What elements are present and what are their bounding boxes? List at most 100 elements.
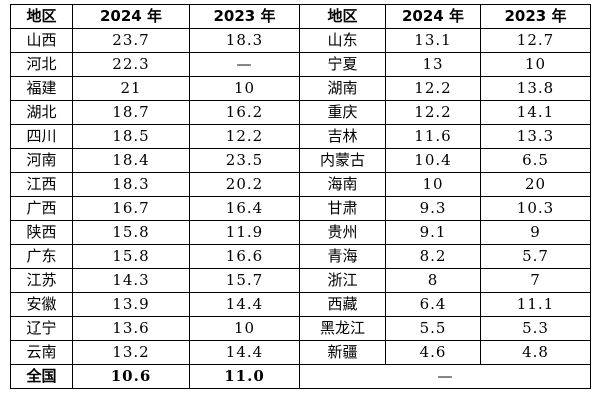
table-row: 江西 18.3 20.2 海南 10 20 xyxy=(10,172,591,197)
value-2023-cell: 12.2 xyxy=(189,124,300,149)
value-2024-cell: 9.1 xyxy=(385,220,481,245)
value-2023-cell: — xyxy=(189,52,300,77)
header-2023-right: 2023 年 xyxy=(480,4,591,29)
value-2024-cell: 13.2 xyxy=(72,340,190,365)
region-cell: 山西 xyxy=(10,28,73,53)
table-row: 湖北 18.7 16.2 重庆 12.2 14.1 xyxy=(10,100,591,125)
region-cell: 河北 xyxy=(10,52,73,77)
value-2024-cell: 13.1 xyxy=(385,28,481,53)
value-2023-cell: 10 xyxy=(189,316,300,341)
table-row: 山西 23.7 18.3 山东 13.1 12.7 xyxy=(10,28,591,53)
header-region-left: 地区 xyxy=(10,4,73,29)
data-table-container: 地区 2024 年 2023 年 地区 2024 年 2023 年 山西 23.… xyxy=(10,4,591,389)
value-2024-cell: 9.3 xyxy=(385,196,481,221)
value-2023-cell: 13.8 xyxy=(480,76,591,101)
value-2024-cell: 14.3 xyxy=(72,268,190,293)
value-2023-cell: 14.1 xyxy=(480,100,591,125)
region-cell: 辽宁 xyxy=(10,316,73,341)
value-2024-cell: 18.5 xyxy=(72,124,190,149)
value-2023-cell: 16.4 xyxy=(189,196,300,221)
value-2024-cell: 12.2 xyxy=(385,100,481,125)
header-2024-left: 2024 年 xyxy=(72,4,190,29)
value-2024-cell: 18.3 xyxy=(72,172,190,197)
total-row: 全国 10.6 11.0 — xyxy=(10,364,591,389)
total-region-cell: 全国 xyxy=(10,364,73,389)
region-cell: 安徽 xyxy=(10,292,73,317)
region-cell: 海南 xyxy=(299,172,386,197)
region-cell: 湖南 xyxy=(299,76,386,101)
region-cell: 新疆 xyxy=(299,340,386,365)
header-2023-left: 2023 年 xyxy=(189,4,300,29)
value-2024-cell: 8 xyxy=(385,268,481,293)
value-2023-cell: 20 xyxy=(480,172,591,197)
value-2023-cell: 10 xyxy=(189,76,300,101)
region-cell: 广西 xyxy=(10,196,73,221)
table-row: 安徽 13.9 14.4 西藏 6.4 11.1 xyxy=(10,292,591,317)
region-cell: 江苏 xyxy=(10,268,73,293)
region-cell: 吉林 xyxy=(299,124,386,149)
value-2024-cell: 18.7 xyxy=(72,100,190,125)
value-2024-cell: 15.8 xyxy=(72,244,190,269)
value-2023-cell: 10.3 xyxy=(480,196,591,221)
value-2023-cell: 5.7 xyxy=(480,244,591,269)
table-row: 陕西 15.8 11.9 贵州 9.1 9 xyxy=(10,220,591,245)
region-cell: 云南 xyxy=(10,340,73,365)
region-cell: 广东 xyxy=(10,244,73,269)
value-2023-cell: 16.2 xyxy=(189,100,300,125)
value-2023-cell: 20.2 xyxy=(189,172,300,197)
value-2024-cell: 16.7 xyxy=(72,196,190,221)
value-2024-cell: 5.5 xyxy=(385,316,481,341)
value-2024-cell: 6.4 xyxy=(385,292,481,317)
region-cell: 重庆 xyxy=(299,100,386,125)
region-cell: 青海 xyxy=(299,244,386,269)
value-2024-cell: 15.8 xyxy=(72,220,190,245)
value-2023-cell: 15.7 xyxy=(189,268,300,293)
value-2023-cell: 11.9 xyxy=(189,220,300,245)
region-cell: 黑龙江 xyxy=(299,316,386,341)
region-cell: 福建 xyxy=(10,76,73,101)
value-2023-cell: 7 xyxy=(480,268,591,293)
table-row: 四川 18.5 12.2 吉林 11.6 13.3 xyxy=(10,124,591,149)
value-2024-cell: 8.2 xyxy=(385,244,481,269)
value-2023-cell: 13.3 xyxy=(480,124,591,149)
total-2024-cell: 10.6 xyxy=(72,364,190,389)
table-row: 辽宁 13.6 10 黑龙江 5.5 5.3 xyxy=(10,316,591,341)
total-2023-cell: 11.0 xyxy=(189,364,300,389)
value-2024-cell: 10.4 xyxy=(385,148,481,173)
region-cell: 西藏 xyxy=(299,292,386,317)
region-cell: 浙江 xyxy=(299,268,386,293)
value-2023-cell: 12.7 xyxy=(480,28,591,53)
table-row: 广西 16.7 16.4 甘肃 9.3 10.3 xyxy=(10,196,591,221)
region-cell: 山东 xyxy=(299,28,386,53)
value-2024-cell: 13.6 xyxy=(72,316,190,341)
table-row: 江苏 14.3 15.7 浙江 8 7 xyxy=(10,268,591,293)
value-2023-cell: 10 xyxy=(480,52,591,77)
region-cell: 河南 xyxy=(10,148,73,173)
value-2023-cell: 6.5 xyxy=(480,148,591,173)
value-2023-cell: 23.5 xyxy=(189,148,300,173)
value-2024-cell: 11.6 xyxy=(385,124,481,149)
value-2023-cell: 5.3 xyxy=(480,316,591,341)
value-2024-cell: 12.2 xyxy=(385,76,481,101)
table-row: 河北 22.3 — 宁夏 13 10 xyxy=(10,52,591,77)
value-2023-cell: 14.4 xyxy=(189,340,300,365)
value-2023-cell: 16.6 xyxy=(189,244,300,269)
value-2024-cell: 22.3 xyxy=(72,52,190,77)
region-comparison-table: 地区 2024 年 2023 年 地区 2024 年 2023 年 山西 23.… xyxy=(10,4,591,389)
table-body: 山西 23.7 18.3 山东 13.1 12.7 河北 22.3 — 宁夏 1… xyxy=(10,28,591,389)
table-row: 福建 21 10 湖南 12.2 13.8 xyxy=(10,76,591,101)
value-2024-cell: 13.9 xyxy=(72,292,190,317)
table-row: 河南 18.4 23.5 内蒙古 10.4 6.5 xyxy=(10,148,591,173)
region-cell: 甘肃 xyxy=(299,196,386,221)
value-2024-cell: 18.4 xyxy=(72,148,190,173)
value-2024-cell: 13 xyxy=(385,52,481,77)
region-cell: 内蒙古 xyxy=(299,148,386,173)
table-row: 广东 15.8 16.6 青海 8.2 5.7 xyxy=(10,244,591,269)
value-2024-cell: 4.6 xyxy=(385,340,481,365)
value-2023-cell: 9 xyxy=(480,220,591,245)
value-2023-cell: 14.4 xyxy=(189,292,300,317)
region-cell: 江西 xyxy=(10,172,73,197)
table-row: 云南 13.2 14.4 新疆 4.6 4.8 xyxy=(10,340,591,365)
region-cell: 湖北 xyxy=(10,100,73,125)
value-2024-cell: 10 xyxy=(385,172,481,197)
